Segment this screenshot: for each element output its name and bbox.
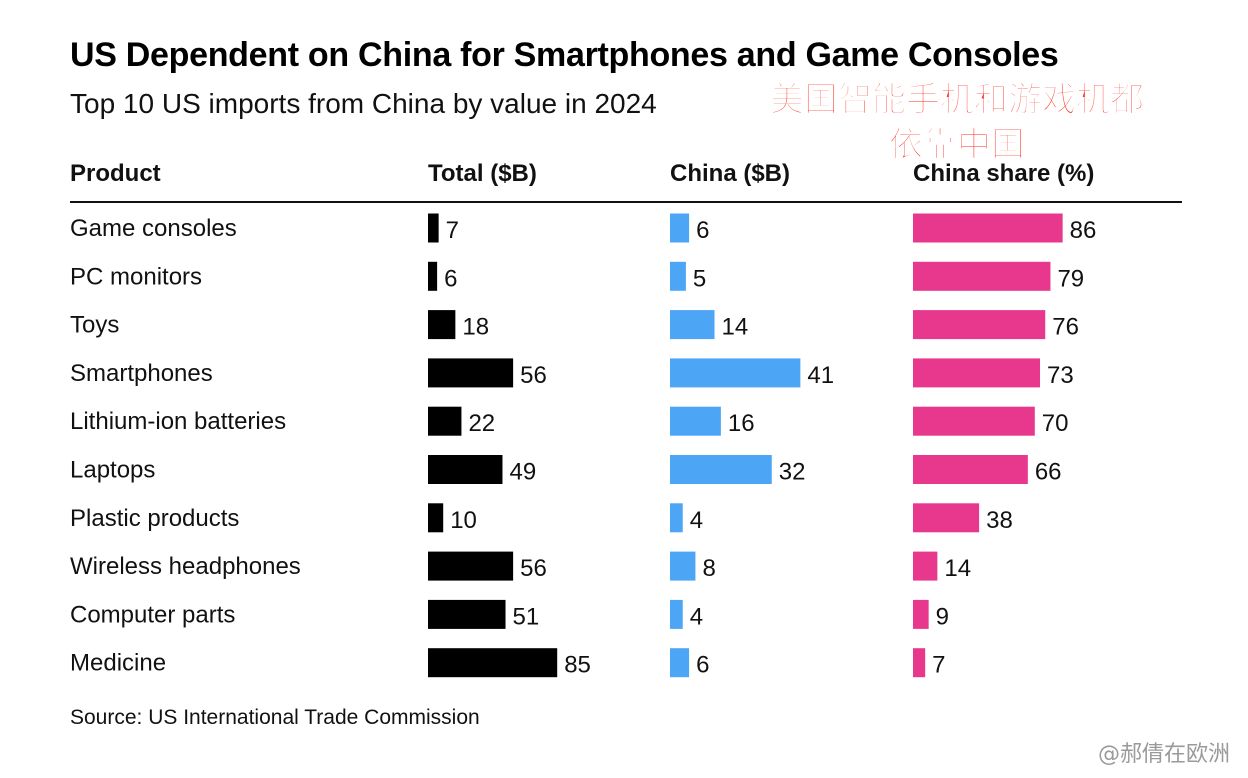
value-label-total-game-consoles: 7 [446, 217, 459, 244]
row-label-game-consoles: Game consoles [70, 215, 237, 242]
value-label-share-toys: 76 [1052, 314, 1079, 341]
bar-china-game-consoles [670, 213, 690, 243]
column-header-china: China ($B) [670, 160, 790, 187]
row-label-pc-monitors: PC monitors [70, 263, 202, 290]
value-label-total-medicine: 85 [564, 652, 591, 679]
bar-china-computer-parts [670, 599, 683, 629]
source-note: Source: US International Trade Commissio… [70, 706, 480, 729]
value-label-total-plastic-products: 10 [450, 507, 477, 534]
bar-china-pc-monitors [670, 261, 686, 291]
bar-china-smartphones [670, 358, 801, 388]
bar-share-plastic-products [913, 503, 980, 533]
chinese-caption: 美国智能手机和游戏机都 依靠中国 [752, 78, 1162, 168]
value-label-total-pc-monitors: 6 [444, 265, 457, 292]
watermark: @郝倩在欧洲 [1097, 742, 1230, 767]
value-label-china-wireless-headphones: 8 [702, 555, 715, 582]
bar-total-plastic-products [428, 503, 444, 533]
row-label-smartphones: Smartphones [70, 360, 213, 387]
row-label-laptops: Laptops [70, 457, 155, 484]
column-header-product: Product [70, 160, 161, 187]
row-label-wireless-headphones: Wireless headphones [70, 553, 301, 580]
row-label-computer-parts: Computer parts [70, 601, 235, 628]
bar-share-computer-parts [913, 599, 929, 629]
bar-total-computer-parts [428, 599, 506, 629]
value-label-total-toys: 18 [462, 314, 489, 341]
column-header-share: China share (%) [913, 160, 1095, 187]
value-label-total-laptops: 49 [509, 459, 536, 486]
bar-china-toys [670, 310, 715, 340]
value-label-share-medicine: 7 [932, 652, 945, 679]
value-label-china-pc-monitors: 5 [693, 265, 706, 292]
value-label-china-plastic-products: 4 [690, 507, 703, 534]
bar-share-smartphones [913, 358, 1041, 388]
value-label-total-smartphones: 56 [520, 362, 547, 389]
value-label-total-wireless-headphones: 56 [520, 555, 547, 582]
bar-china-wireless-headphones [670, 551, 696, 581]
bar-share-pc-monitors [913, 261, 1051, 291]
value-label-china-laptops: 32 [779, 459, 806, 486]
value-label-china-lithium-ion-batteries: 16 [728, 410, 755, 437]
value-label-share-wireless-headphones: 14 [944, 555, 971, 582]
value-label-share-computer-parts: 9 [936, 603, 949, 630]
bar-share-medicine [913, 648, 926, 678]
value-label-china-game-consoles: 6 [696, 217, 709, 244]
value-label-china-toys: 14 [722, 314, 749, 341]
row-label-lithium-ion-batteries: Lithium-ion batteries [70, 408, 286, 435]
row-label-plastic-products: Plastic products [70, 505, 239, 532]
bar-share-laptops [913, 455, 1028, 484]
value-label-share-laptops: 66 [1035, 459, 1062, 486]
value-label-total-lithium-ion-batteries: 22 [468, 410, 495, 437]
bar-total-smartphones [428, 358, 514, 388]
column-header-total: Total ($B) [428, 160, 537, 187]
bar-share-game-consoles [913, 213, 1063, 243]
bar-total-toys [428, 310, 456, 340]
chart-subtitle: Top 10 US imports from China by value in… [70, 88, 657, 119]
value-label-china-medicine: 6 [696, 652, 709, 679]
value-label-share-game-consoles: 86 [1070, 217, 1097, 244]
bar-total-laptops [428, 455, 503, 484]
bar-share-toys [913, 310, 1046, 340]
bar-total-wireless-headphones [428, 551, 514, 581]
bar-china-lithium-ion-batteries [670, 406, 721, 436]
bar-total-game-consoles [428, 213, 439, 243]
value-label-share-pc-monitors: 79 [1057, 265, 1084, 292]
bar-china-medicine [670, 648, 690, 678]
chinese-caption-line-2: 依靠中国 [889, 125, 1026, 166]
header-divider [70, 201, 1182, 203]
value-label-share-plastic-products: 38 [986, 507, 1013, 534]
bar-china-plastic-products [670, 503, 683, 533]
bar-total-medicine [428, 648, 558, 678]
bar-total-lithium-ion-batteries [428, 406, 462, 436]
value-label-china-smartphones: 41 [807, 362, 834, 389]
row-label-toys: Toys [70, 312, 119, 339]
bar-china-laptops [670, 455, 772, 484]
bar-share-lithium-ion-batteries [913, 406, 1035, 436]
row-label-medicine: Medicine [70, 650, 166, 677]
value-label-total-computer-parts: 51 [513, 603, 540, 630]
value-label-share-lithium-ion-batteries: 70 [1042, 410, 1069, 437]
bar-share-wireless-headphones [913, 551, 938, 581]
chart-title: US Dependent on China for Smartphones an… [70, 36, 1059, 74]
chinese-caption-line-1: 美国智能手机和游戏机都 [770, 80, 1145, 121]
bar-total-pc-monitors [428, 261, 438, 291]
value-label-china-computer-parts: 4 [690, 603, 703, 630]
value-label-share-smartphones: 73 [1047, 362, 1074, 389]
